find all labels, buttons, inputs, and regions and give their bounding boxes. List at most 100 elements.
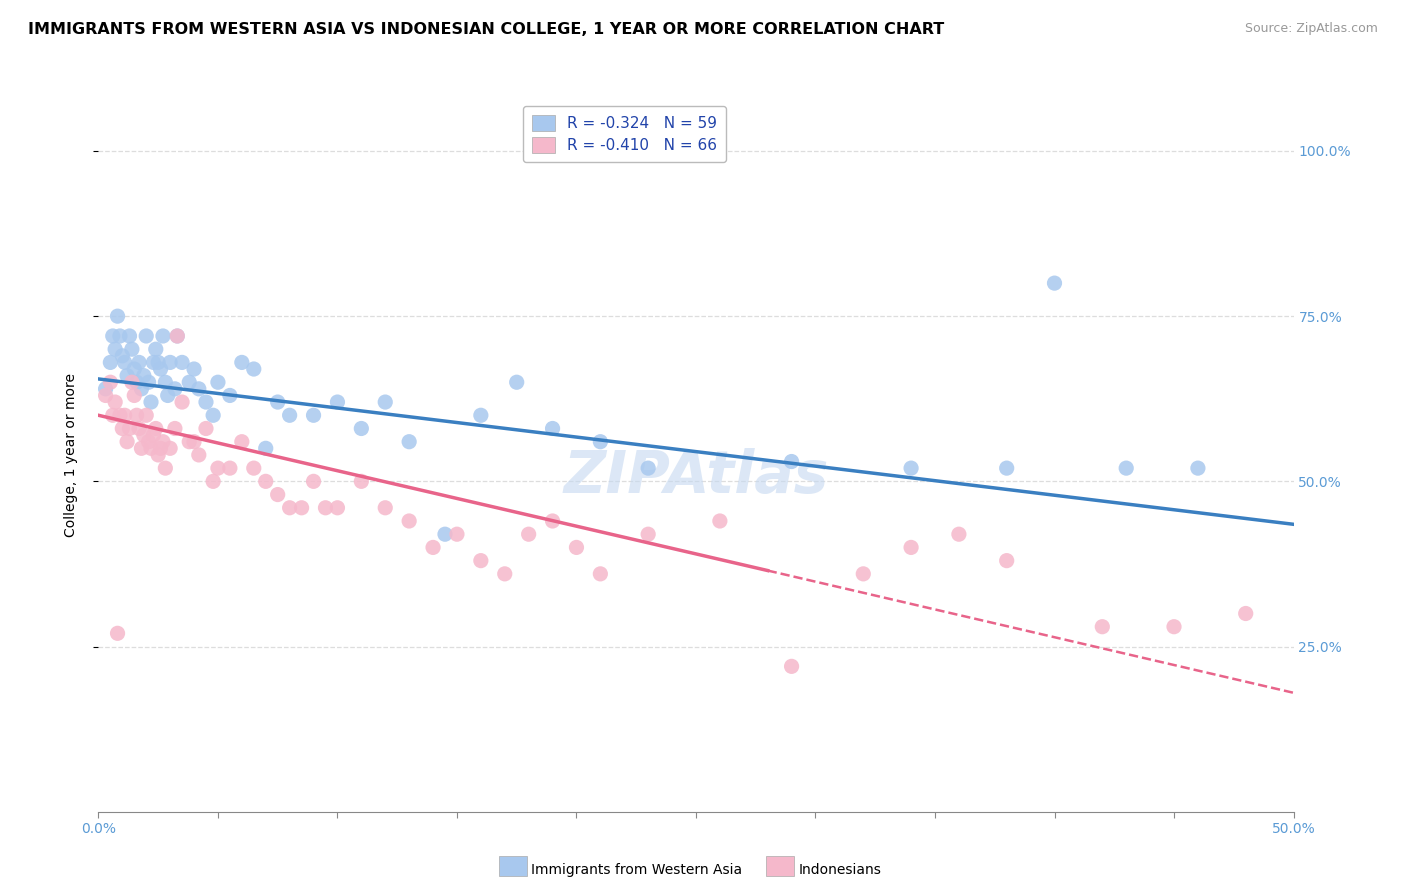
Point bbox=[291, 500, 314, 515]
Point bbox=[780, 454, 803, 468]
Point bbox=[104, 395, 127, 409]
Point bbox=[470, 409, 492, 423]
Point bbox=[125, 376, 148, 390]
Point bbox=[433, 527, 456, 541]
Point bbox=[1163, 620, 1185, 634]
Point bbox=[350, 475, 373, 489]
Text: ZIPAtlas: ZIPAtlas bbox=[564, 448, 828, 505]
Point bbox=[541, 421, 564, 435]
Point bbox=[132, 428, 155, 442]
Point bbox=[139, 395, 162, 409]
Point bbox=[494, 566, 516, 581]
Point bbox=[124, 388, 146, 402]
Point bbox=[219, 461, 242, 475]
Point bbox=[156, 388, 179, 402]
Point bbox=[172, 355, 194, 369]
Point bbox=[163, 421, 186, 435]
Point bbox=[125, 409, 148, 423]
Point bbox=[94, 388, 117, 402]
Point bbox=[149, 442, 172, 456]
Point bbox=[101, 409, 124, 423]
Point bbox=[172, 395, 194, 409]
Point bbox=[350, 421, 373, 435]
Point bbox=[121, 376, 143, 390]
Point bbox=[398, 434, 420, 449]
Point bbox=[1115, 461, 1137, 475]
Point bbox=[315, 500, 337, 515]
Point bbox=[374, 500, 396, 515]
Point bbox=[114, 355, 136, 369]
Point bbox=[326, 395, 349, 409]
Point bbox=[101, 329, 124, 343]
Point bbox=[152, 329, 174, 343]
Point bbox=[637, 527, 659, 541]
Point bbox=[243, 461, 266, 475]
Point bbox=[202, 409, 225, 423]
Point bbox=[135, 329, 157, 343]
Point bbox=[159, 355, 181, 369]
Point bbox=[107, 309, 129, 323]
Point bbox=[194, 395, 218, 409]
Point bbox=[202, 475, 225, 489]
Point bbox=[114, 409, 136, 423]
Point bbox=[145, 342, 167, 356]
Text: IMMIGRANTS FROM WESTERN ASIA VS INDONESIAN COLLEGE, 1 YEAR OR MORE CORRELATION C: IMMIGRANTS FROM WESTERN ASIA VS INDONESI… bbox=[28, 22, 945, 37]
Point bbox=[374, 395, 396, 409]
Point bbox=[163, 382, 186, 396]
Point bbox=[780, 659, 803, 673]
Point bbox=[145, 421, 167, 435]
Point bbox=[207, 461, 229, 475]
Point bbox=[135, 409, 157, 423]
Point bbox=[589, 434, 612, 449]
Point bbox=[155, 461, 177, 475]
Point bbox=[115, 434, 138, 449]
Point bbox=[1234, 607, 1257, 621]
Point bbox=[267, 487, 290, 501]
Point bbox=[139, 442, 162, 456]
Point bbox=[98, 355, 122, 369]
Point bbox=[108, 329, 131, 343]
Point bbox=[115, 368, 138, 383]
Point bbox=[709, 514, 731, 528]
Point bbox=[995, 554, 1018, 568]
Point bbox=[118, 329, 141, 343]
Point bbox=[128, 355, 150, 369]
Point bbox=[637, 461, 659, 475]
Point bbox=[183, 434, 205, 449]
Point bbox=[138, 376, 160, 390]
Point bbox=[152, 434, 174, 449]
Point bbox=[267, 395, 290, 409]
Point bbox=[187, 448, 209, 462]
Point bbox=[207, 376, 229, 390]
Y-axis label: College, 1 year or more: College, 1 year or more bbox=[63, 373, 77, 537]
Point bbox=[94, 382, 117, 396]
Point bbox=[398, 514, 420, 528]
Point bbox=[852, 566, 875, 581]
Point bbox=[948, 527, 970, 541]
Point bbox=[132, 368, 155, 383]
Point bbox=[231, 355, 253, 369]
Point bbox=[118, 421, 141, 435]
Point bbox=[107, 626, 129, 640]
Point bbox=[194, 421, 218, 435]
Point bbox=[254, 475, 277, 489]
Point bbox=[111, 349, 134, 363]
Point bbox=[470, 554, 492, 568]
Point bbox=[149, 362, 172, 376]
Point bbox=[187, 382, 209, 396]
Text: Indonesians: Indonesians bbox=[799, 863, 882, 877]
Point bbox=[278, 500, 301, 515]
Point bbox=[302, 475, 325, 489]
Point bbox=[138, 434, 160, 449]
Point bbox=[108, 409, 131, 423]
Point bbox=[995, 461, 1018, 475]
Point bbox=[155, 376, 177, 390]
Point bbox=[254, 442, 277, 456]
Point bbox=[1091, 620, 1114, 634]
Point bbox=[124, 362, 146, 376]
Point bbox=[104, 342, 127, 356]
Text: Immigrants from Western Asia: Immigrants from Western Asia bbox=[531, 863, 742, 877]
Point bbox=[243, 362, 266, 376]
Point bbox=[422, 541, 444, 555]
Point bbox=[148, 448, 170, 462]
